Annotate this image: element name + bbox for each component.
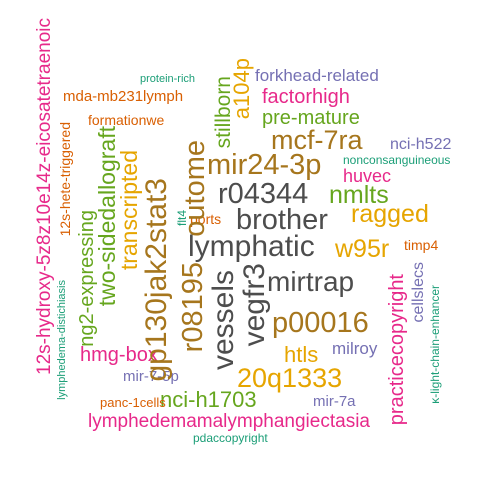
- word-mir24-3p: mir24-3p: [207, 149, 322, 181]
- word-mda-mb231lymph: mda-mb231lymph: [63, 88, 184, 105]
- word-factorhigh: factorhigh: [262, 86, 350, 108]
- word-nci-h1703: nci-h1703: [160, 387, 257, 412]
- word-cellslecs: cellslecs: [410, 262, 427, 323]
- word-brother: brother: [236, 204, 328, 236]
- word-r04344: r04344: [218, 178, 309, 210]
- word-panc-1cells: panc-1cells: [100, 395, 166, 410]
- word-lymphedema-distichiasis: lymphedema-distichiasis: [56, 280, 68, 400]
- word-hmg-box: hmg-box: [80, 344, 158, 366]
- word-forkhead-related: forkhead-related: [255, 66, 379, 85]
- word-k-light-chain-enhancer: κ-light-chain-enhancer: [428, 285, 442, 404]
- word-ports: ports: [190, 211, 222, 227]
- word-mcf-7ra: mcf-7ra: [271, 125, 363, 155]
- word-mir-7-5p: mir-7-5p: [123, 368, 179, 385]
- word-lymphedemamalymphangiectasia: lymphedemamalymphangiectasia: [88, 411, 370, 432]
- word-htls: htls: [284, 342, 319, 367]
- word-vessels: vessels: [207, 270, 240, 371]
- word-ng2-expressing: ng2-expressing: [76, 210, 98, 347]
- word-timp4: timp4: [404, 237, 439, 253]
- word-huvec: huvec: [343, 166, 392, 186]
- word-stillborn: stillborn: [212, 76, 235, 149]
- word-lymphatic: lymphatic: [188, 230, 315, 263]
- word-formationwe: formationwe: [88, 112, 165, 128]
- word-p00016: p00016: [272, 307, 369, 339]
- word-r08195: r08195: [177, 262, 209, 353]
- word-gp130jak2stat3: gp130jak2stat3: [140, 178, 173, 382]
- word-practicecopyright: practicecopyright: [386, 274, 408, 426]
- word-pdaccopyright: pdaccopyright: [193, 431, 268, 445]
- word-pre-mature: pre-mature: [262, 107, 360, 129]
- word-ragged: ragged: [351, 200, 429, 228]
- word-flt4: flt4: [175, 210, 189, 227]
- word-mirtrap: mirtrap: [267, 266, 355, 297]
- word-nci-h522: nci-h522: [390, 136, 452, 153]
- word-two-sidedallograft: two-sidedallograft: [94, 126, 120, 307]
- word-12s-hete-triggered: 12s-hete-triggered: [57, 122, 73, 237]
- word-12s-hydroxy-eicosatetraenoic: 12s-hydroxy-5z8z10e14z-eicosatetraenoic: [34, 18, 55, 375]
- word-mir-7a: mir-7a: [313, 393, 356, 410]
- word-nonconsanguineous: nonconsanguineous: [343, 153, 451, 167]
- word-protein-rich: protein-rich: [140, 73, 196, 85]
- word-20q1333: 20q1333: [237, 363, 343, 393]
- word-transcripted: transcripted: [116, 150, 142, 271]
- word-w95r: w95r: [335, 235, 390, 263]
- word-milroy: milroy: [332, 339, 378, 358]
- word-vegfr3: vegfr3: [238, 263, 271, 347]
- word-nmlts: nmlts: [329, 181, 389, 209]
